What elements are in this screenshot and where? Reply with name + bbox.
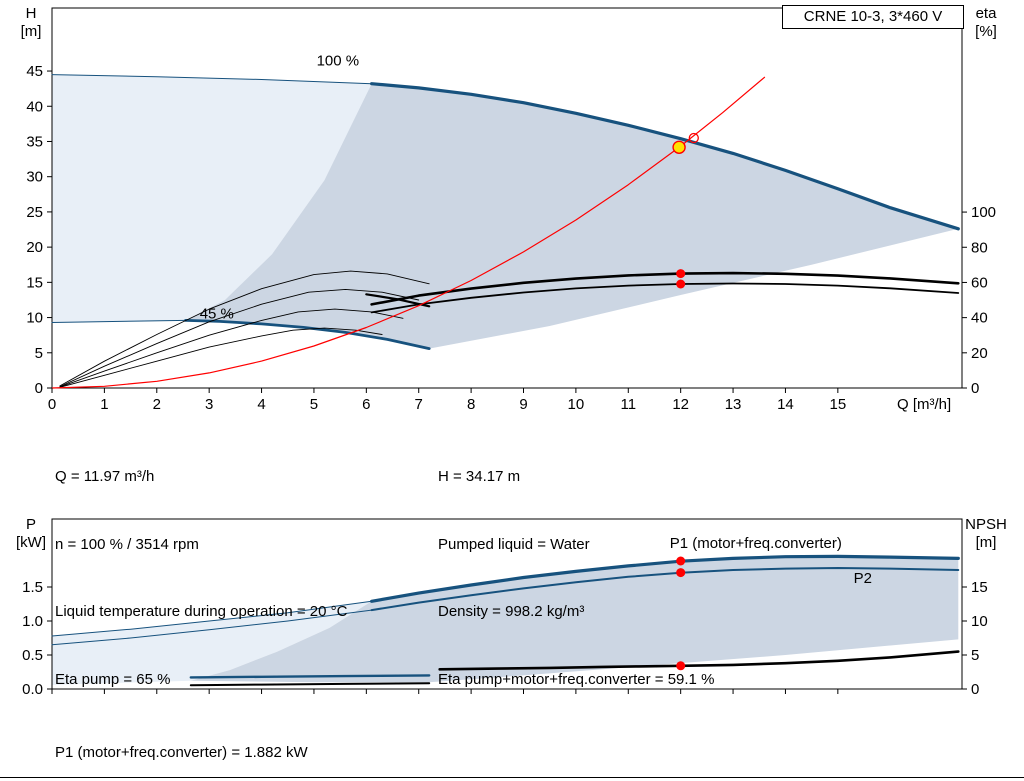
qh-100-extension: [51, 74, 373, 85]
qh-x-axis-title: Q [m³/h]: [897, 396, 951, 413]
power-yl-tick-label: 1.0: [22, 613, 43, 630]
qh-yl-tick-label: 0: [35, 380, 43, 397]
qh-yr-tick-label: 100: [971, 204, 996, 221]
qh-x-tick-label: 9: [519, 396, 527, 413]
eta-arc-4: [59, 327, 383, 388]
qh-x-tick-label: 7: [415, 396, 423, 413]
duty-info-right: H = 34.17 m Pumped liquid = Water Densit…: [438, 421, 714, 736]
qh-yr-tick-label: 40: [971, 310, 988, 327]
p2-extension: [51, 609, 373, 646]
qh-yl-tick-label: 45: [26, 63, 43, 80]
qh-x-tick-label: 3: [205, 396, 213, 413]
power-yr-tick-label: 0: [971, 681, 979, 698]
power-area-light: [52, 601, 372, 685]
qh-yl-tick-label: 5: [35, 345, 43, 362]
p-min-curve-2: [189, 682, 431, 687]
duty-point[interactable]: [672, 140, 686, 155]
qh-x-tick-label: 4: [257, 396, 265, 413]
info-line-liquid: Pumped liquid = Water: [438, 535, 590, 553]
p2-point: [676, 568, 686, 578]
qh-x-tick-label: 1: [100, 396, 108, 413]
qh-yr-tick-label: 0: [971, 380, 979, 397]
qh-x-tick-label: 10: [568, 396, 585, 413]
info-line-temperature: Liquid temperature during operation = 20…: [55, 603, 348, 620]
qh-min-extension: [51, 319, 187, 323]
speed-45-label: 45 %: [200, 305, 234, 322]
speed-100-label: 100 %: [317, 52, 360, 69]
eta-pump-curve: [370, 271, 960, 306]
p1-extension: [51, 600, 373, 637]
system-curve: [51, 76, 766, 389]
qh-x-tick-label: 13: [725, 396, 742, 413]
operating-area-main: [185, 83, 959, 349]
qh-yl-tick-label: 25: [26, 204, 43, 221]
p2-label: P2: [854, 570, 872, 587]
qh-yl-tick-label: 40: [26, 98, 43, 115]
qh-x-tick-label: 15: [829, 396, 846, 413]
info-line-p1: P1 (motor+freq.converter) = 1.882 kW: [55, 744, 308, 761]
qh-yr-tick-label: 80: [971, 239, 988, 256]
qh-x-tick-label: 12: [672, 396, 689, 413]
info-line-q: Q = 11.97 m³/h: [55, 468, 155, 485]
power-yr-tick-label: 15: [971, 579, 988, 596]
qh-plot-frame: [51, 7, 963, 389]
qh-yr-tick-label: 20: [971, 345, 988, 362]
p2-curve: [370, 567, 960, 612]
p1-curve: [370, 554, 960, 603]
duty-info-left: Q = 11.97 m³/h n = 100 % / 3514 rpm Liqu…: [55, 421, 347, 736]
eta-pump-point: [676, 269, 686, 279]
p-min-curve-1: [189, 674, 431, 679]
pump-model-box: CRNE 10-3, 3*460 V: [782, 5, 964, 29]
qh-curve-100: [370, 82, 960, 231]
info-line-eta-total: Eta pump+motor+freq.converter = 59.1 %: [438, 670, 715, 688]
qh-yl-axis-title: H: [26, 5, 37, 22]
p1-label: P1 (motor+freq.converter): [670, 535, 842, 552]
power-yr-axis-title: NPSH: [965, 516, 1007, 533]
power-yl-tick-label: 1.5: [22, 579, 43, 596]
qh-x-tick-label: 5: [310, 396, 318, 413]
qh-curve-min: [184, 318, 431, 351]
power-area-main: [190, 556, 959, 683]
power-info: P1 (motor+freq.converter) = 1.882 kW P2 …: [55, 697, 308, 781]
power-yl-axis-title: [kW]: [16, 534, 46, 551]
info-line-speed: n = 100 % / 3514 rpm: [55, 535, 199, 553]
eta-arc-1: [59, 270, 430, 387]
power-plot-frame: [51, 518, 963, 690]
eta-arc-2: [59, 288, 420, 388]
qh-x-tick-label: 6: [362, 396, 370, 413]
qh-yl-tick-label: 10: [26, 310, 43, 327]
qh-yr-axis-title: [%]: [975, 23, 997, 40]
power-yl-tick-label: 0.5: [22, 647, 43, 664]
qh-x-tick-label: 8: [467, 396, 475, 413]
qh-yl-tick-label: 30: [26, 169, 43, 186]
power-yl-tick-label: 0.0: [22, 681, 43, 698]
qh-x-tick-label: 2: [153, 396, 161, 413]
qh-x-tick-label: 14: [777, 396, 794, 413]
power-yl-axis-title: P: [26, 516, 36, 533]
qh-yl-tick-label: 20: [26, 239, 43, 256]
qh-yr-tick-label: 60: [971, 274, 988, 291]
qh-yr-axis-title: eta: [976, 5, 998, 22]
qh-yl-tick-label: 15: [26, 274, 43, 291]
power-yr-tick-label: 5: [971, 647, 979, 664]
qh-x-tick-label: 0: [48, 396, 56, 413]
page-divider: [0, 777, 1024, 778]
info-line-h: H = 34.17 m: [438, 468, 521, 485]
eta-arc-3: [59, 308, 404, 388]
qh-yl-axis-title: [m]: [21, 23, 42, 40]
operating-area-light: [52, 74, 372, 323]
info-line-eta-pump: Eta pump = 65 %: [55, 670, 171, 688]
npsh-point: [676, 661, 686, 671]
qh-x-tick-label: 11: [620, 396, 636, 413]
power-yr-axis-title: [m]: [976, 534, 997, 551]
eta-total-point: [676, 279, 686, 289]
power-yr-tick-label: 10: [971, 613, 988, 630]
info-line-density: Density = 998.2 kg/m³: [438, 603, 585, 620]
qh-yl-tick-label: 35: [26, 133, 43, 150]
curve-intersection-point: [688, 132, 699, 144]
p1-point: [676, 556, 686, 566]
eta-total-curve: [370, 282, 960, 314]
